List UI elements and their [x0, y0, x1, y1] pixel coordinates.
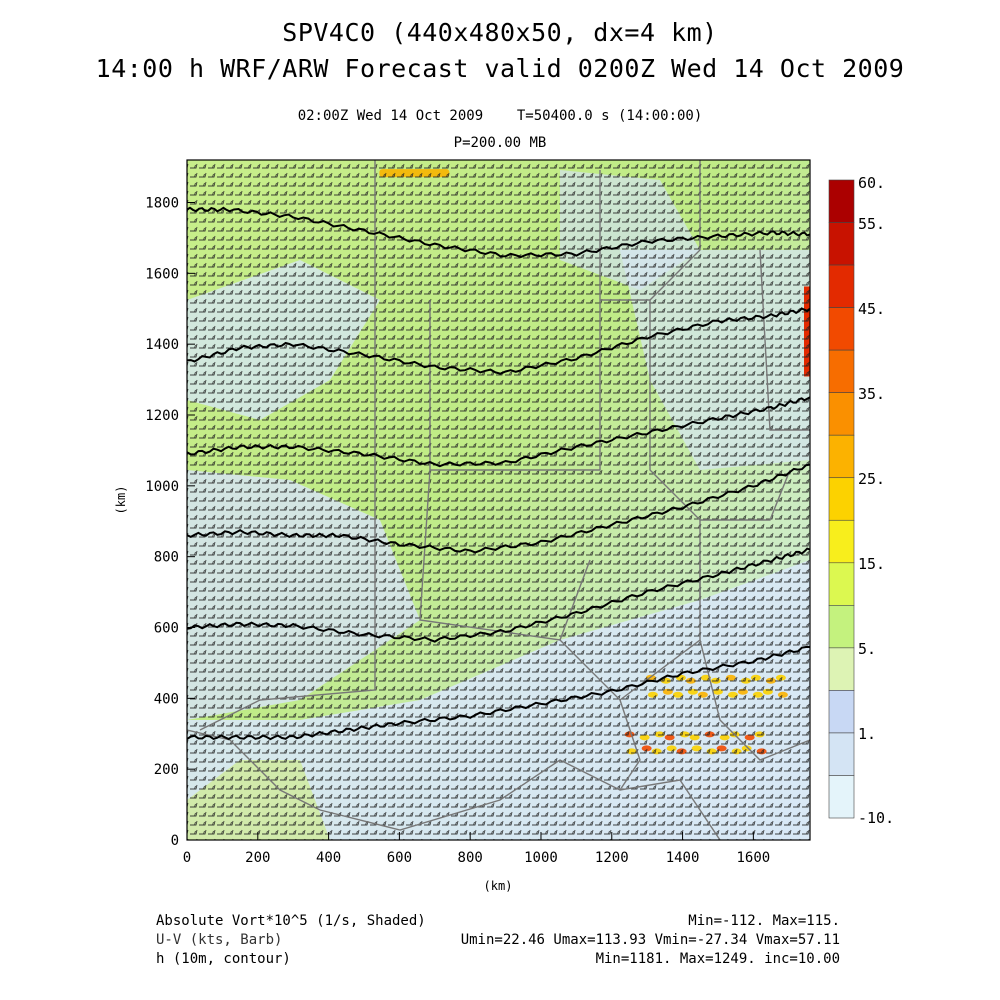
y-tick-label: 600	[154, 621, 179, 637]
y-tick-label: 0	[171, 833, 179, 849]
height-contour-line	[187, 307, 810, 375]
y-tick-label: 1200	[145, 408, 179, 424]
colorbar-label: 1.	[858, 725, 876, 743]
footer-field3: h (10m, contour)	[156, 951, 291, 967]
colorbar-swatch	[828, 775, 855, 819]
x-axis: 0 200 400 600 800 1000 1200 1400 1600	[183, 832, 770, 866]
colorbar: 60. 55. 45. 35. 25. 15. 5. 1. -10.	[828, 174, 894, 827]
colorbar-swatch	[828, 264, 855, 308]
y-axis-label: (km)	[114, 486, 128, 515]
colorbar-swatch	[828, 349, 855, 393]
colorbar-label: 35.	[858, 385, 885, 403]
colorbar-label: 45.	[858, 300, 885, 318]
colorbar-label: 25.	[858, 470, 885, 488]
height-contours	[187, 206, 810, 741]
height-contour-line	[187, 206, 810, 259]
height-contour-line	[187, 463, 810, 554]
colorbar-swatch	[828, 179, 855, 223]
x-tick-label: 1200	[595, 850, 629, 866]
x-tick-label: 1400	[666, 850, 700, 866]
forecast-title: 14:00 h WRF/ARW Forecast valid 0200Z Wed…	[95, 54, 905, 83]
y-axis: 0 200 400 600 800 1000 1200 1400 1600 1800	[145, 196, 195, 849]
y-tick-label: 1400	[145, 337, 179, 353]
height-contour-line	[187, 646, 810, 741]
x-tick-label: 1600	[737, 850, 771, 866]
sim-time: T=50400.0 s (14:00:00)	[516, 108, 703, 124]
colorbar-swatch	[828, 434, 855, 479]
y-tick-label: 1000	[145, 479, 179, 495]
y-tick-label: 400	[154, 691, 179, 707]
state-boundaries	[187, 160, 810, 840]
y-tick-label: 1600	[145, 266, 179, 282]
colorbar-swatch	[828, 307, 855, 351]
colorbar-label: -10.	[858, 809, 894, 827]
colorbar-swatch	[828, 647, 855, 691]
y-tick-label: 800	[154, 550, 179, 566]
x-tick-label: 1000	[524, 850, 558, 866]
colorbar-label: 55.	[858, 215, 885, 233]
time-line: 02:00Z Wed 14 Oct 2009 T=50400.0 s (14:0…	[0, 108, 1000, 124]
x-tick-label: 0	[183, 850, 191, 866]
footer-field2-stats: Umin=22.46 Umax=113.93 Vmin=-27.34 Vmax=…	[460, 932, 840, 948]
valid-time: 02:00Z Wed 14 Oct 2009	[297, 108, 484, 124]
shaded-field	[187, 160, 810, 840]
footer-field3-stats: Min=1181. Max=1249. inc=10.00	[595, 951, 840, 967]
y-tick-label: 200	[154, 762, 179, 778]
colorbar-swatch	[828, 732, 855, 776]
x-tick-label: 200	[245, 850, 270, 866]
pressure-level: P=200.00 MB	[453, 135, 547, 151]
x-axis-label: (km)	[484, 879, 513, 893]
colorbar-swatch	[828, 392, 855, 436]
footer-field1: Absolute Vort*10^5 (1/s, Shaded)	[156, 913, 426, 929]
plot-frame	[186, 159, 811, 841]
colorbar-swatch	[828, 605, 855, 649]
footer-field1-stats: Min=-112. Max=115.	[688, 913, 840, 929]
colorbar-swatch	[828, 562, 855, 606]
x-tick-label: 600	[387, 850, 412, 866]
footer-field2: U-V (kts, Barb)	[156, 932, 283, 948]
height-contour-line	[187, 396, 810, 468]
colorbar-swatch	[828, 477, 855, 521]
colorbar-label: 15.	[858, 555, 885, 573]
y-tick-label: 1800	[145, 196, 179, 212]
x-tick-label: 800	[458, 850, 483, 866]
plot-title: SPV4C0 (440x480x50, dx=4 km)	[282, 18, 718, 47]
x-tick-label: 400	[316, 850, 341, 866]
colorbar-label: 5.	[858, 640, 876, 658]
colorbar-swatch	[828, 690, 855, 734]
colorbar-label: 60.	[858, 174, 885, 192]
colorbar-swatch	[828, 519, 855, 564]
colorbar-swatch	[828, 222, 855, 266]
height-contour-line	[187, 547, 810, 643]
